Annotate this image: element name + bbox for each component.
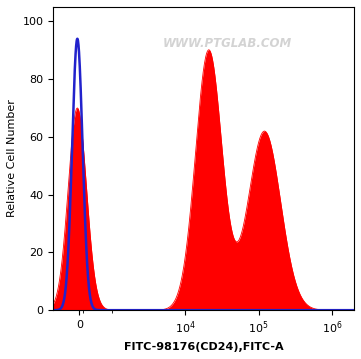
Y-axis label: Relative Cell Number: Relative Cell Number [7, 100, 17, 218]
Text: WWW.PTGLAB.COM: WWW.PTGLAB.COM [163, 37, 292, 50]
X-axis label: FITC-98176(CD24),FITC-A: FITC-98176(CD24),FITC-A [124, 342, 283, 352]
